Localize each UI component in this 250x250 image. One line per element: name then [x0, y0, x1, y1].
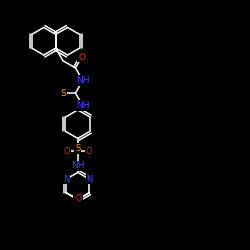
Text: S: S [60, 88, 66, 98]
Text: N: N [86, 175, 92, 184]
Text: O: O [64, 147, 70, 156]
Text: NH: NH [76, 101, 90, 110]
Text: O: O [78, 53, 85, 62]
Text: NH: NH [71, 162, 85, 170]
Text: O: O [86, 147, 92, 156]
Text: N: N [63, 175, 69, 184]
Text: O: O [76, 194, 82, 203]
Text: O: O [74, 194, 80, 203]
Text: NH: NH [76, 76, 90, 85]
Text: S: S [75, 144, 80, 153]
